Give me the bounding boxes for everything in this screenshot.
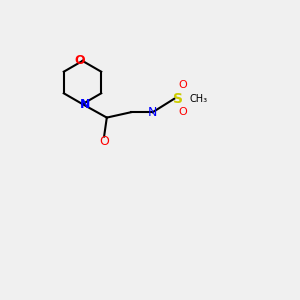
Text: O: O [74,54,85,68]
Text: O: O [99,135,109,148]
Text: N: N [148,106,158,119]
Text: O: O [178,107,187,117]
Text: N: N [80,98,90,111]
Text: CH₃: CH₃ [190,94,208,104]
Text: O: O [178,80,187,90]
Text: S: S [173,92,183,106]
